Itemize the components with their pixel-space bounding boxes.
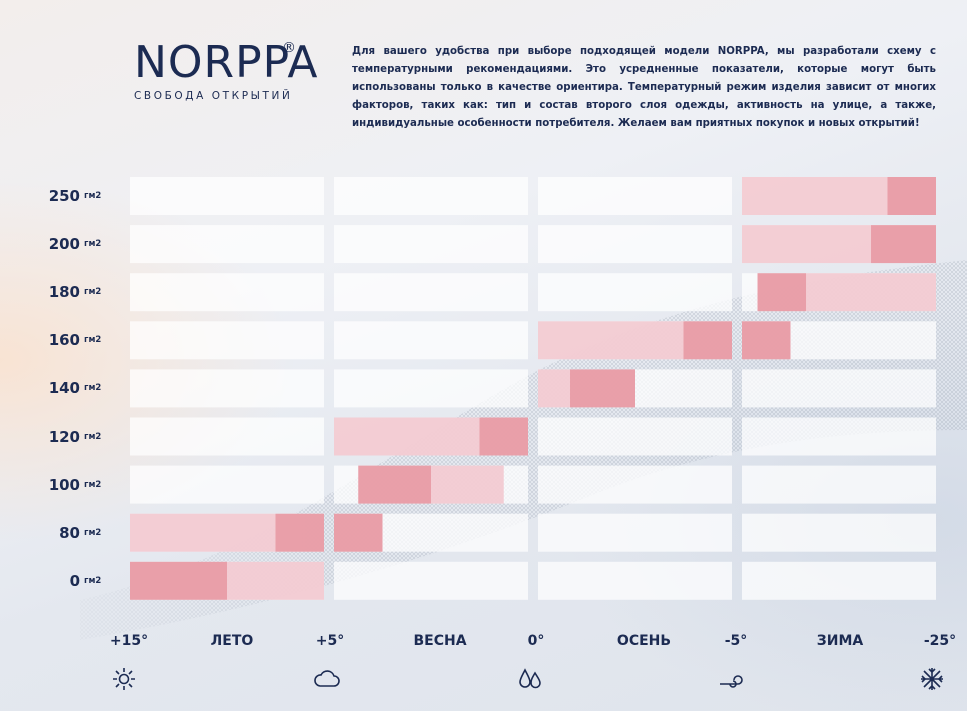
brand-tagline: СВОБОДА ОТКРЫТИЙ [134, 90, 293, 102]
range-bar-strong [683, 321, 732, 360]
range-bar-strong [742, 321, 791, 360]
range-bar-strong [887, 177, 936, 215]
brand-name: NORPPA [134, 37, 319, 88]
weight-value: 140 [48, 379, 80, 398]
range-bar-light [334, 417, 480, 456]
range-bar-light [538, 321, 684, 360]
grid-cell [538, 273, 732, 312]
grid-cell [538, 417, 732, 456]
grid-cell [130, 465, 324, 504]
grid-cell [130, 369, 324, 408]
wind-icon [718, 667, 748, 693]
grid-cell [334, 321, 528, 360]
weight-unit: гм2 [84, 335, 102, 346]
grid-cell [742, 465, 936, 504]
grid-cell [742, 513, 936, 552]
weight-value: 80 [59, 523, 80, 542]
grid-cell [538, 177, 732, 215]
sun-icon [112, 667, 136, 695]
registered-mark: ® [282, 40, 296, 56]
weight-value: 180 [48, 283, 80, 302]
weight-value: 0 [69, 571, 80, 590]
weight-unit: гм2 [84, 287, 102, 298]
weight-value: 100 [48, 475, 80, 494]
temperature-tick-label: -25° [923, 633, 957, 649]
season-label: ВЕСНА [413, 633, 467, 649]
snowflake-icon [920, 667, 944, 695]
cloud-icon [313, 667, 341, 693]
weight-tick-label: 160 гм2 [28, 330, 106, 349]
range-bar-strong [871, 225, 936, 264]
brand-logo: NORPPA ® СВОБОДА ОТКРЫТИЙ [134, 38, 317, 103]
weight-unit: гм2 [84, 191, 102, 201]
range-bar-light [742, 225, 872, 264]
weight-tick-label: 200 гм2 [28, 234, 106, 253]
grid-cell [130, 321, 324, 360]
weight-value: 250 [48, 187, 80, 205]
grid-cell [334, 225, 528, 264]
grid-cell [334, 273, 528, 312]
weight-unit: гм2 [84, 575, 102, 586]
weight-value: 160 [48, 331, 80, 350]
grid-cell [538, 225, 732, 264]
grid-cell [742, 417, 936, 456]
weight-tick-label: 120 гм2 [28, 427, 106, 446]
grid-cell [538, 561, 732, 600]
range-bar-light [431, 465, 504, 504]
range-bar-strong [479, 417, 528, 456]
range-bar-strong [334, 513, 383, 552]
weight-tick-label: 250 гм2 [28, 186, 106, 205]
range-bar-light [806, 273, 936, 312]
grid-cell [538, 465, 732, 504]
grid-cell [334, 561, 528, 600]
grid-cell [130, 417, 324, 456]
grid-cell [130, 177, 324, 215]
season-label: ЛЕТО [210, 633, 254, 649]
weight-unit: гм2 [84, 527, 102, 538]
range-bar-strong [275, 513, 324, 552]
range-bar-strong [757, 273, 807, 312]
weight-value: 200 [48, 235, 80, 254]
weight-tick-label: 0 гм2 [28, 571, 106, 590]
range-bar-light [130, 513, 276, 552]
temperature-tick-label: -5° [724, 633, 748, 649]
weight-unit: гм2 [84, 383, 102, 394]
range-bar-light [227, 561, 324, 600]
weight-tick-label: 100 гм2 [28, 475, 106, 494]
intro-text: Для вашего удобства при выборе подходяще… [352, 46, 936, 129]
weight-unit: гм2 [84, 479, 102, 490]
grid-cell [334, 369, 528, 408]
grid-cell [742, 369, 936, 408]
range-bar-strong [358, 465, 431, 504]
temperature-tick-label: +15° [109, 633, 149, 649]
weight-tick-label: 80 гм2 [28, 523, 106, 542]
grid-cell [130, 273, 324, 312]
range-bar-strong [570, 369, 635, 408]
grid-cell [130, 225, 324, 264]
temperature-tick-label: +5° [315, 633, 345, 649]
temperature-tick-label: 0° [527, 633, 545, 649]
season-label: ОСЕНЬ [616, 633, 672, 649]
weight-unit: гм2 [84, 431, 102, 442]
range-bar-light [742, 177, 888, 215]
range-bar-strong [130, 561, 227, 600]
weight-tick-label: 180 гм2 [28, 282, 106, 301]
drops-icon [517, 667, 543, 693]
grid-cell [538, 513, 732, 552]
range-bar-light [538, 369, 571, 408]
grid-cell [334, 177, 528, 215]
weight-tick-label: 140 гм2 [28, 378, 106, 397]
grid-cell [742, 561, 936, 600]
weight-unit: гм2 [84, 239, 102, 250]
season-label: ЗИМА [816, 633, 864, 649]
weight-value: 120 [48, 427, 80, 446]
